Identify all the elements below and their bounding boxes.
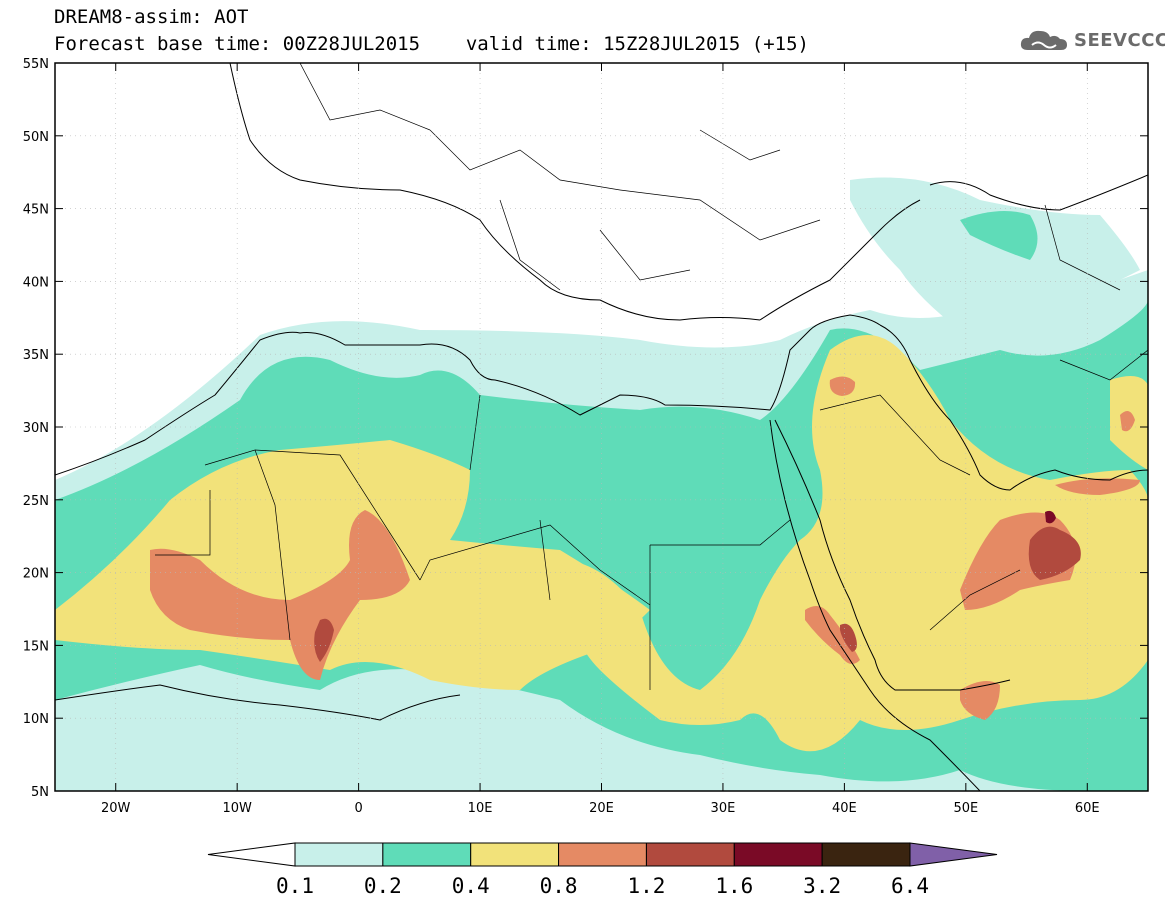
lon-tick-label: 20E: [589, 801, 614, 816]
lat-tick-label: 25N: [23, 494, 49, 509]
colorbar-swatch: [733, 842, 823, 867]
graticule: [55, 63, 1148, 791]
colorbar-high-triangle: [909, 842, 998, 867]
lat-tick-label: 35N: [23, 348, 49, 363]
lat-tick-label: 45N: [23, 203, 49, 218]
colorbar-swatch: [382, 842, 472, 867]
aot-field: [55, 63, 1148, 791]
base-time: Forecast base time: 00Z28JUL2015: [54, 33, 421, 55]
lon-tick-label: 0: [354, 801, 362, 816]
lat-tick-label: 15N: [23, 639, 49, 654]
colorbar-label: 0.8: [540, 874, 578, 898]
colorbar-label: 0.1: [276, 874, 314, 898]
cloud-icon: [1020, 30, 1067, 50]
lon-tick-label: 10W: [222, 801, 252, 816]
country-borders: [155, 63, 1148, 690]
lat-tick-label: 40N: [23, 275, 49, 290]
seevccc-logo: SEEVCCC: [1018, 25, 1165, 55]
colorbar-swatch: [470, 842, 560, 867]
coastlines: [55, 63, 1148, 791]
lon-tick-label: 10E: [468, 801, 493, 816]
lon-tick-label: 60E: [1075, 801, 1100, 816]
map-title: DREAM8-assim: AOT: [54, 6, 249, 28]
lon-tick-label: 20W: [101, 801, 131, 816]
aot-band-1-6: [1045, 510, 1056, 524]
lon-tick-label: 30E: [711, 801, 736, 816]
colorbar-label: 1.2: [627, 874, 665, 898]
lat-tick-label: 20N: [23, 567, 49, 582]
aot-band-1-2: [314, 526, 1081, 662]
colorbar-label: 6.4: [891, 874, 929, 898]
colorbar-swatch: [558, 842, 647, 867]
logo-text: SEEVCCC: [1074, 29, 1165, 51]
lat-tick-label: 50N: [23, 130, 49, 145]
colorbar: 0.1 0.2 0.4 0.8 1.2 1.6 3.2 6.4: [207, 842, 998, 898]
valid-time: valid time: 15Z28JUL2015 (+15): [465, 33, 809, 55]
lat-tick-label: 55N: [23, 57, 49, 72]
colorbar-label: 0.4: [452, 874, 490, 898]
axis-ticks: 5N 10N 15N 20N 25N 30N 35N 40N 45N 50N 55N 20W 10W 0 1…: [23, 57, 1148, 816]
forecast-times: Forecast base time: 00Z28JUL2015 valid t…: [54, 33, 809, 55]
colorbar-low-triangle: [207, 842, 296, 867]
lat-tick-label: 5N: [31, 785, 49, 800]
colorbar-swatch: [294, 842, 384, 867]
colorbar-swatch: [821, 842, 911, 867]
lat-tick-label: 30N: [23, 421, 49, 436]
colorbar-label: 1.6: [715, 874, 753, 898]
colorbar-label: 3.2: [803, 874, 841, 898]
colorbar-swatch: [645, 842, 735, 867]
lon-tick-label: 50E: [953, 801, 978, 816]
colorbar-label: 0.2: [364, 874, 402, 898]
lon-tick-label: 40E: [832, 801, 857, 816]
lat-tick-label: 10N: [23, 712, 49, 727]
